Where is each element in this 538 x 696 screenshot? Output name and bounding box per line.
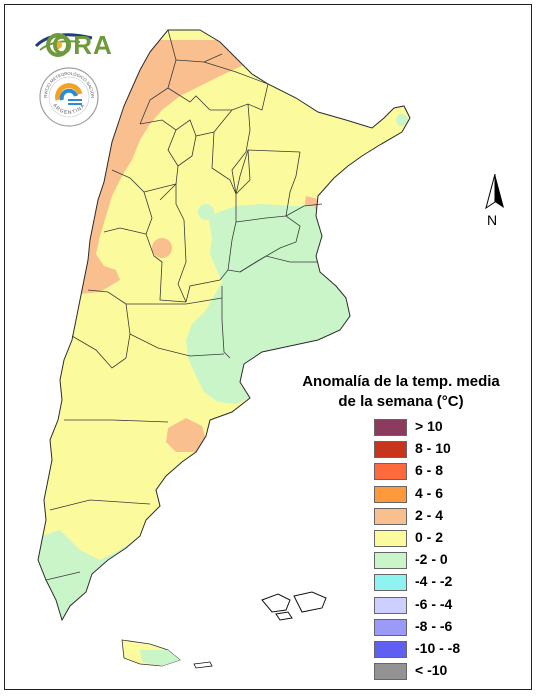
legend-label: 2 - 4 [415, 506, 444, 523]
north-label: N [487, 212, 498, 228]
legend-swatch [374, 618, 407, 636]
legend-swatch [374, 463, 407, 481]
legend-swatch [374, 596, 407, 614]
legend-swatch [374, 529, 407, 547]
warm-anomaly-spot-coast [166, 418, 206, 452]
legend-label: -8 - -6 [415, 617, 453, 634]
tierra-del-fuego-cool-area [140, 650, 180, 666]
legend-label: 0 - 2 [415, 528, 444, 545]
legend-swatch [374, 552, 407, 570]
legend-title-line-1: Anomalía de la temp. media [302, 373, 500, 390]
ora-logo-text: ORA [52, 30, 113, 60]
smn-badge-icon: SERVICIO METEOROLÓGICO NACIONAL ARGENTIN… [38, 66, 99, 127]
legend-label: -4 - -2 [415, 573, 453, 590]
legend-swatch [374, 640, 407, 658]
legend-swatch [374, 507, 407, 525]
north-arrow-icon [485, 173, 504, 210]
cool-anomaly-spot-cordoba [198, 204, 214, 220]
warm-anomaly-spot-central [152, 238, 172, 258]
legend-label: 8 - 10 [415, 440, 451, 457]
legend-swatch [374, 574, 407, 592]
legend-label: -6 - -4 [415, 595, 453, 612]
legend-label: < -10 [415, 662, 448, 679]
isla-estados [193, 661, 213, 669]
legend-label: > 10 [415, 418, 443, 434]
malvinas-islands [261, 591, 327, 621]
legend-label: 4 - 6 [415, 484, 444, 501]
legend-label: -10 - -8 [415, 639, 461, 656]
legend-swatch [374, 485, 407, 503]
ora-logo-icon [34, 33, 93, 57]
province-boundaries [45, 29, 323, 581]
map-frame [4, 4, 532, 690]
legend-swatch [374, 441, 407, 459]
cool-anomaly-region-pampas [186, 204, 352, 404]
legend-label: -2 - 0 [415, 551, 448, 568]
cool-anomaly-spot-misiones [396, 114, 408, 126]
legend-title-line-2: de la semana (°C) [338, 393, 464, 410]
legend-label: 6 - 8 [415, 462, 444, 479]
legend-swatch [374, 663, 407, 681]
legend-swatch [374, 419, 407, 436]
legend-title: Anomalía de la temp. media de la semana … [288, 372, 514, 412]
